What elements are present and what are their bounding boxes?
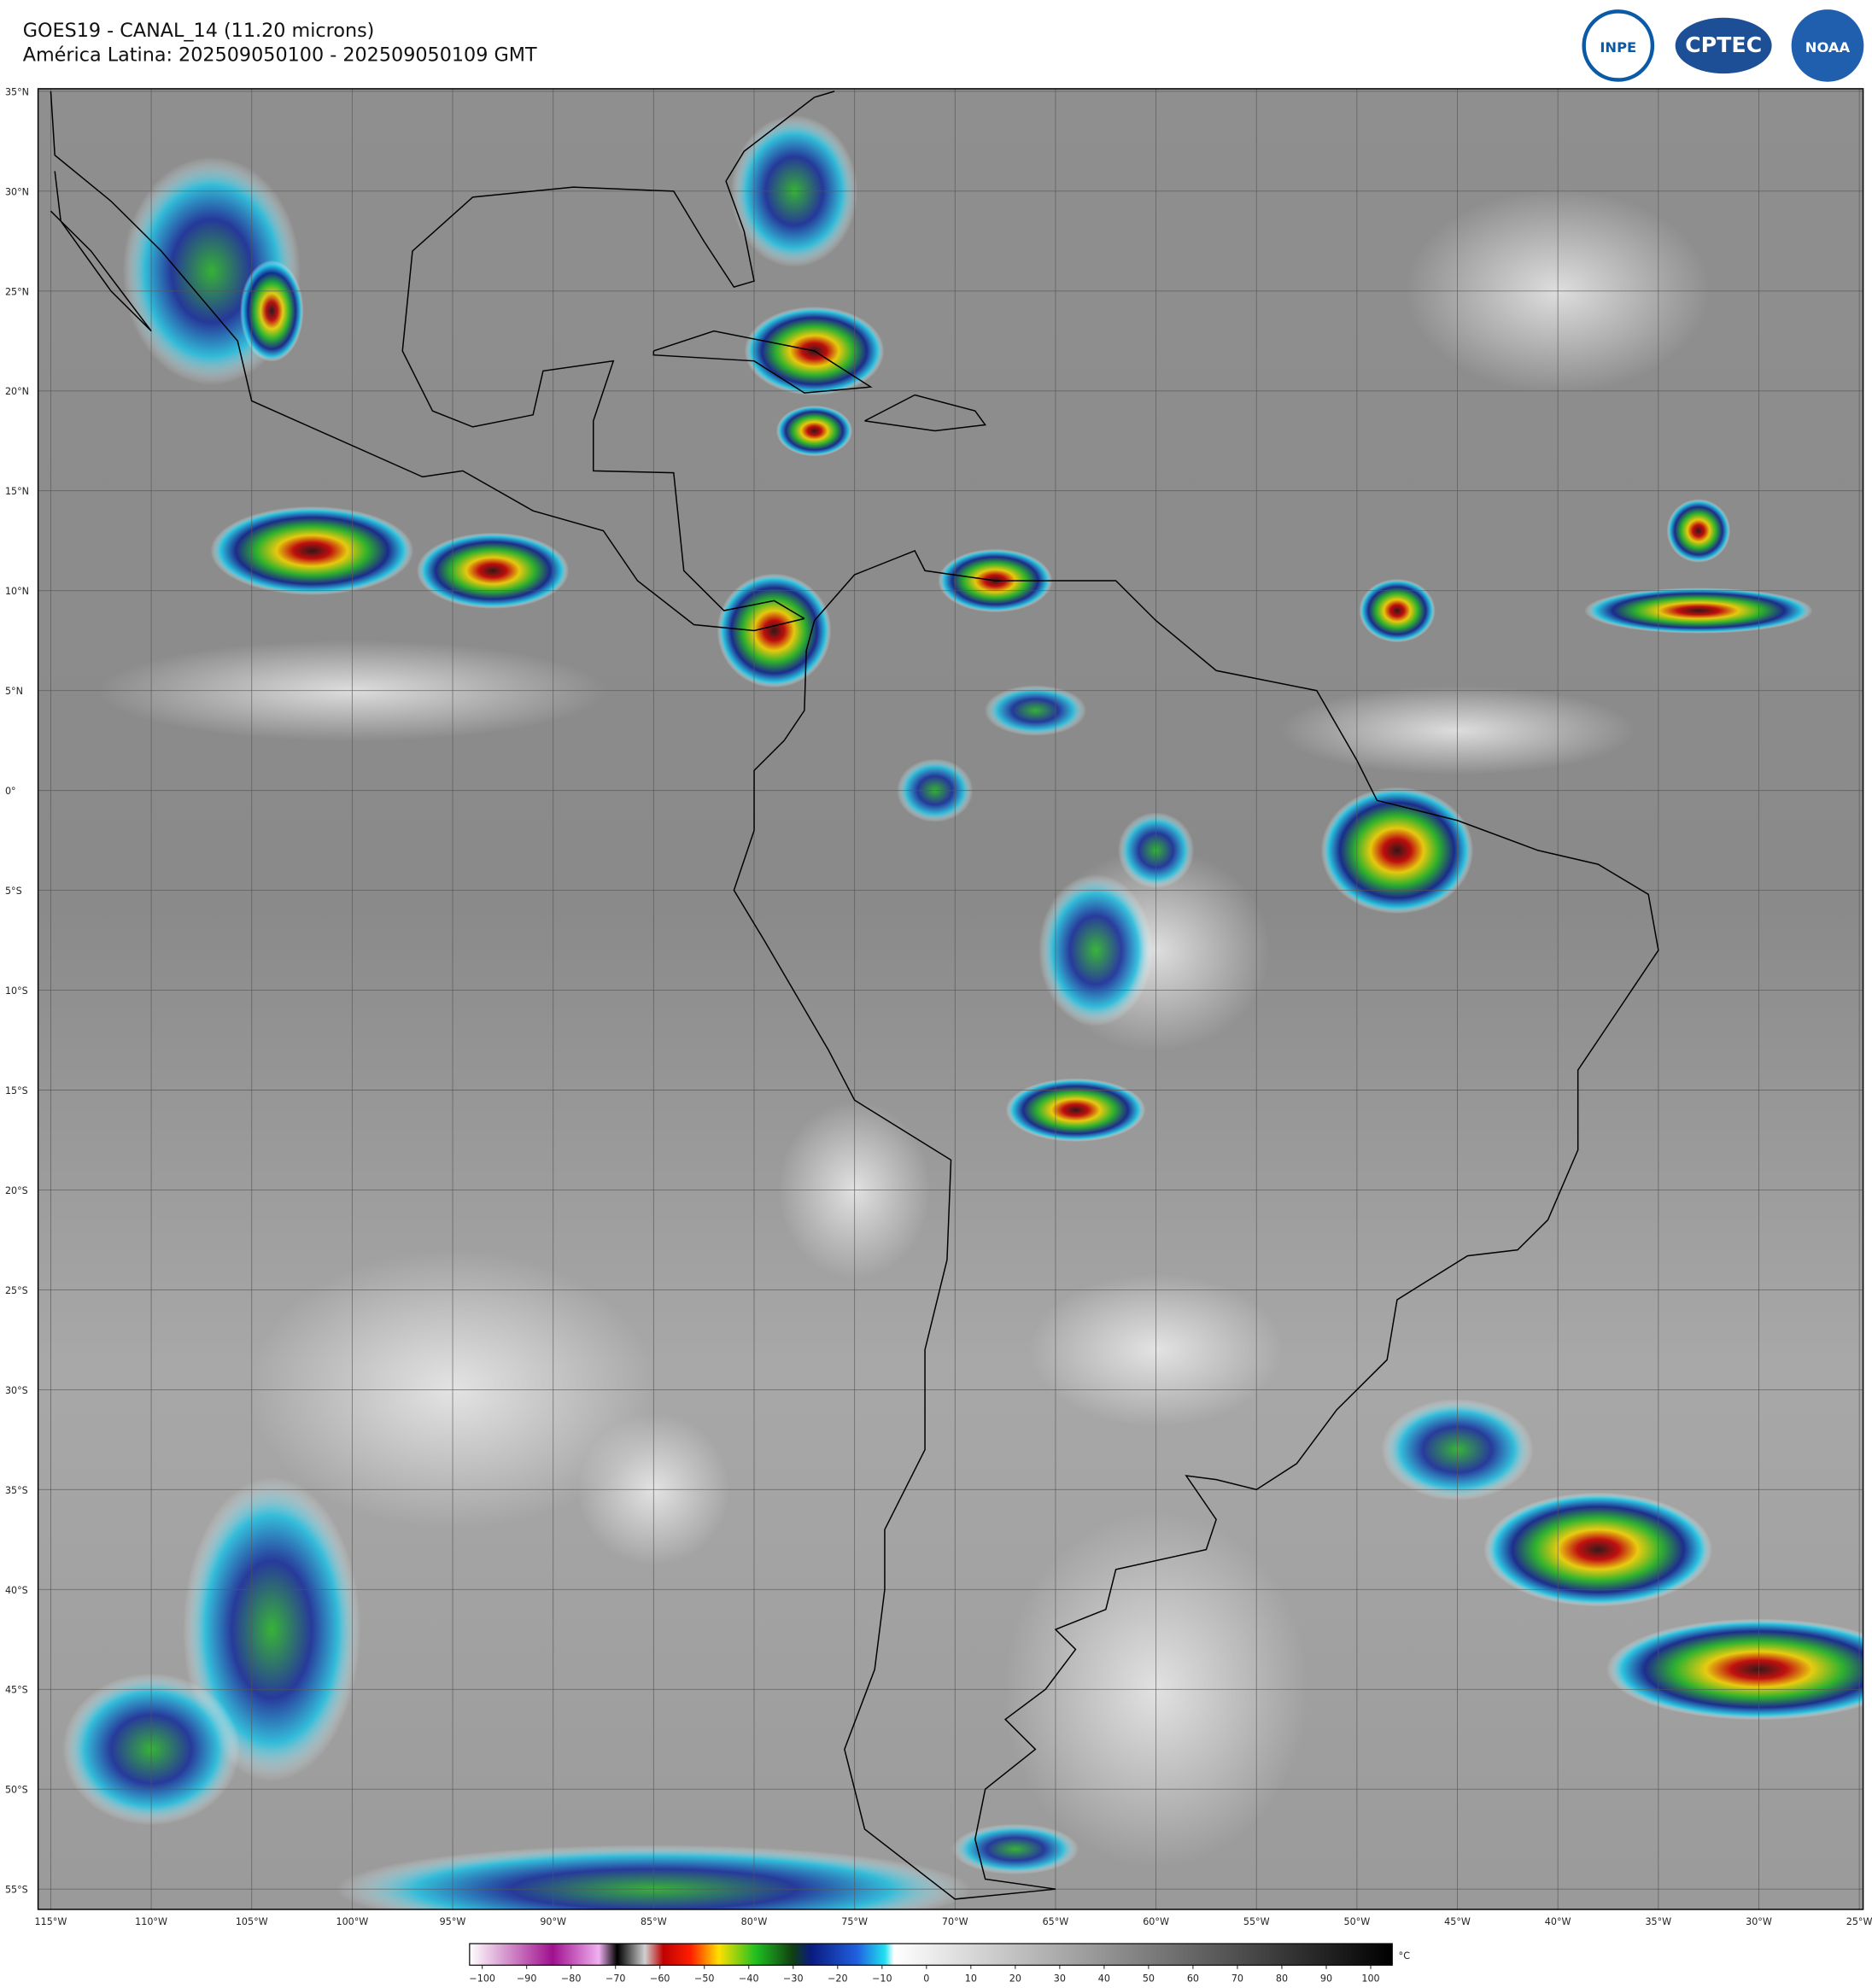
lat-label: 35°N [5, 86, 29, 97]
colorbar-label: −10 [872, 1973, 892, 1985]
coastline [733, 550, 1659, 1900]
lon-label: 85°W [641, 1916, 667, 1927]
convective-cloud [183, 1476, 361, 1782]
colorbar-label: 90 [1320, 1973, 1332, 1985]
lat-label: 20°S [5, 1185, 28, 1196]
logo-text: INPE [1600, 39, 1636, 56]
lat-label: 50°S [5, 1785, 28, 1796]
convective-cloud [1320, 786, 1474, 915]
convective-cloud [1005, 1078, 1146, 1143]
colorbar-label: 10 [965, 1973, 977, 1985]
colorbar-label: −50 [694, 1973, 714, 1985]
lat-label: 25°S [5, 1285, 28, 1296]
lat-label: 15°S [5, 1085, 28, 1096]
coastline [652, 330, 873, 394]
colorbar-label: 100 [1361, 1973, 1379, 1985]
lon-label: 95°W [440, 1916, 466, 1927]
colorbar-label: 70 [1231, 1973, 1243, 1985]
convective-cloud [984, 685, 1086, 736]
coastline [864, 394, 987, 432]
coastline [401, 91, 835, 620]
logo-text: CPTEC [1685, 32, 1762, 57]
colorbar-label: 20 [1009, 1973, 1021, 1985]
lon-label: 30°W [1746, 1916, 1772, 1927]
lat-label: 30°S [5, 1385, 28, 1396]
lat-label: 35°S [5, 1485, 28, 1496]
lat-label: 5°S [5, 886, 22, 897]
convective-cloud [1038, 874, 1153, 1026]
convective-cloud [1483, 1492, 1712, 1607]
convective-cloud [1666, 499, 1731, 563]
convective-cloud [951, 1823, 1079, 1875]
convective-cloud [416, 532, 570, 609]
colorbar-label: 30 [1054, 1973, 1066, 1985]
colorbar [469, 1943, 1393, 1966]
lat-label: 55°S [5, 1885, 28, 1896]
lat-label: 15°N [5, 486, 29, 497]
lon-label: 65°W [1043, 1916, 1069, 1927]
lon-label: 75°W [841, 1916, 868, 1927]
lat-label: 10°S [5, 985, 28, 997]
logo-badge [1791, 9, 1864, 82]
convective-cloud [1359, 578, 1436, 643]
logo-badge [1582, 9, 1655, 82]
convective-cloud [240, 260, 304, 362]
colorbar-label: −100 [469, 1973, 495, 1985]
lon-label: 90°W [540, 1916, 566, 1927]
convective-cloud [775, 405, 853, 457]
lon-label: 60°W [1143, 1916, 1169, 1927]
lon-label: 110°W [135, 1916, 167, 1927]
convective-cloud [1584, 588, 1813, 634]
lon-label: 35°W [1645, 1916, 1671, 1927]
lat-label: 40°S [5, 1585, 28, 1596]
logo-badge [1675, 17, 1772, 74]
coastline [50, 171, 152, 332]
colorbar-label: −40 [739, 1973, 758, 1985]
title: GOES19 - CANAL_14 (11.20 microns) [23, 20, 375, 42]
colorbar-label: −60 [650, 1973, 670, 1985]
lon-label: 25°W [1846, 1916, 1872, 1927]
convective-cloud [1606, 1618, 1863, 1721]
lon-label: 100°W [336, 1916, 368, 1927]
lon-label: 80°W [741, 1916, 768, 1927]
lon-label: 70°W [942, 1916, 968, 1927]
lat-label: 30°N [5, 186, 29, 197]
lon-label: 50°W [1344, 1916, 1371, 1927]
colorbar-label: −80 [561, 1973, 581, 1985]
colorbar-label: 50 [1143, 1973, 1155, 1985]
colorbar-label: −20 [828, 1973, 847, 1985]
lon-label: 115°W [35, 1916, 67, 1927]
lon-label: 40°W [1545, 1916, 1571, 1927]
convective-cloud [210, 506, 414, 595]
lat-label: 0° [5, 786, 16, 797]
logo-text: NOAA [1805, 39, 1851, 56]
lon-label: 45°W [1444, 1916, 1471, 1927]
lat-label: 25°N [5, 286, 29, 297]
lat-label: 5°N [5, 686, 23, 697]
colorbar-label: −70 [605, 1973, 625, 1985]
lon-label: 105°W [236, 1916, 268, 1927]
colorbar-label: 60 [1187, 1973, 1199, 1985]
subtitle: América Latina: 202509050100 - 202509050… [23, 44, 537, 66]
colorbar-label: 80 [1276, 1973, 1288, 1985]
colorbar-label: 0 [923, 1973, 929, 1985]
convective-cloud [717, 573, 832, 688]
colorbar-unit: °C [1399, 1950, 1411, 1962]
logos: INPE CPTEC NOAA [1582, 9, 1864, 82]
lat-label: 45°S [5, 1685, 28, 1696]
coastline [50, 91, 805, 632]
map-frame [37, 88, 1864, 1910]
colorbar-label: −90 [517, 1973, 536, 1985]
lon-label: 55°W [1243, 1916, 1270, 1927]
lat-label: 10°N [5, 586, 29, 597]
lat-label: 20°N [5, 386, 29, 397]
colorbar-label: −30 [783, 1973, 803, 1985]
map-image [38, 88, 1863, 1909]
colorbar-label: 40 [1098, 1973, 1110, 1985]
